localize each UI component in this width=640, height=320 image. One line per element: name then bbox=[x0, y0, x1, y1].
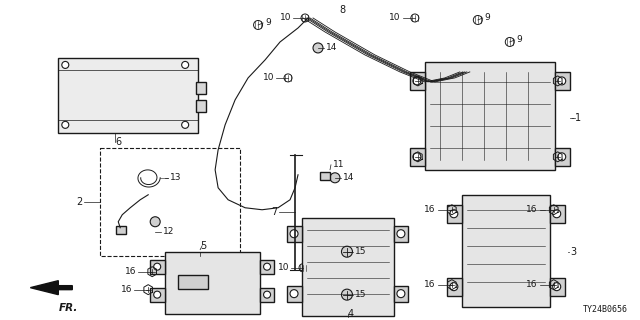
Text: 4: 4 bbox=[348, 308, 354, 319]
Text: 8: 8 bbox=[339, 5, 345, 15]
Bar bbox=[320, 172, 330, 180]
Text: 9: 9 bbox=[516, 36, 522, 44]
Circle shape bbox=[62, 121, 68, 128]
Bar bbox=[260, 260, 274, 274]
Circle shape bbox=[553, 210, 561, 218]
Circle shape bbox=[264, 291, 271, 298]
Circle shape bbox=[342, 289, 353, 300]
Text: 10: 10 bbox=[389, 13, 401, 22]
Circle shape bbox=[342, 246, 353, 257]
Circle shape bbox=[264, 263, 271, 270]
Circle shape bbox=[154, 263, 161, 270]
Circle shape bbox=[182, 61, 189, 68]
Bar bbox=[410, 148, 425, 166]
Bar bbox=[196, 82, 206, 94]
Circle shape bbox=[182, 121, 189, 128]
Text: 14: 14 bbox=[326, 44, 337, 52]
Circle shape bbox=[397, 290, 405, 298]
Circle shape bbox=[290, 290, 298, 298]
Circle shape bbox=[553, 283, 561, 291]
Text: 1: 1 bbox=[575, 113, 581, 123]
Circle shape bbox=[330, 173, 340, 183]
Circle shape bbox=[413, 153, 421, 161]
Text: 10: 10 bbox=[280, 13, 291, 22]
Bar bbox=[100, 148, 240, 256]
Text: 16: 16 bbox=[121, 285, 132, 294]
Bar bbox=[555, 148, 570, 166]
Bar bbox=[555, 72, 570, 90]
Text: 5: 5 bbox=[200, 241, 206, 251]
Bar bbox=[196, 100, 206, 112]
Bar bbox=[425, 62, 555, 170]
Bar bbox=[447, 205, 462, 223]
Circle shape bbox=[557, 77, 566, 85]
Text: 16: 16 bbox=[125, 267, 136, 276]
Circle shape bbox=[313, 43, 323, 53]
Text: 16: 16 bbox=[526, 205, 538, 214]
Bar bbox=[410, 72, 425, 90]
Bar bbox=[287, 226, 302, 242]
Polygon shape bbox=[30, 281, 72, 295]
Bar bbox=[394, 286, 408, 302]
Circle shape bbox=[413, 77, 421, 85]
Bar bbox=[550, 205, 564, 223]
Text: 13: 13 bbox=[170, 173, 182, 182]
Circle shape bbox=[450, 210, 458, 218]
Text: TY24B0656: TY24B0656 bbox=[582, 305, 628, 314]
Text: 2: 2 bbox=[76, 197, 83, 207]
Text: 9: 9 bbox=[265, 19, 271, 28]
Circle shape bbox=[62, 61, 68, 68]
Bar bbox=[550, 278, 564, 296]
Bar bbox=[165, 252, 260, 314]
Bar bbox=[287, 286, 302, 302]
Text: 16: 16 bbox=[526, 280, 538, 289]
Circle shape bbox=[150, 217, 160, 227]
Bar bbox=[178, 275, 208, 289]
Bar bbox=[302, 218, 394, 316]
Text: 14: 14 bbox=[343, 173, 355, 182]
Circle shape bbox=[397, 230, 405, 238]
Circle shape bbox=[290, 230, 298, 238]
Text: 16: 16 bbox=[424, 205, 436, 214]
Text: 11: 11 bbox=[333, 160, 344, 169]
Text: FR.: FR. bbox=[58, 303, 77, 313]
Text: 16: 16 bbox=[424, 280, 436, 289]
Bar bbox=[58, 58, 198, 133]
Bar bbox=[447, 278, 462, 296]
Circle shape bbox=[557, 153, 566, 161]
Text: 10: 10 bbox=[278, 263, 289, 272]
Text: 10: 10 bbox=[262, 73, 274, 83]
Text: 15: 15 bbox=[355, 247, 367, 256]
Text: 12: 12 bbox=[163, 227, 175, 236]
Text: 6: 6 bbox=[115, 137, 122, 147]
Text: 7: 7 bbox=[271, 207, 277, 217]
Circle shape bbox=[154, 291, 161, 298]
Text: 9: 9 bbox=[485, 13, 490, 22]
Bar bbox=[150, 288, 165, 302]
Bar bbox=[150, 260, 165, 274]
Text: 3: 3 bbox=[571, 247, 577, 257]
Circle shape bbox=[450, 283, 458, 291]
Bar bbox=[260, 288, 274, 302]
Text: 15: 15 bbox=[355, 290, 367, 299]
Bar bbox=[116, 226, 126, 234]
Bar bbox=[462, 195, 550, 307]
Bar bbox=[394, 226, 408, 242]
